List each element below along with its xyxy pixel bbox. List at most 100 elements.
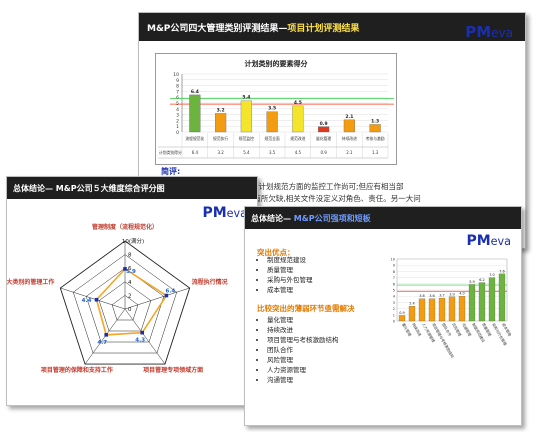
bar (408, 305, 416, 322)
bar (488, 277, 496, 322)
data-label: 3.5 (268, 106, 276, 112)
x-tick-label: 规范执行 (213, 136, 228, 141)
radar-spoke (124, 308, 166, 365)
comment-line: 作没有文档化,且在执行方面有所欠缺,相关文件没定义对角色、责任。另一大问 (161, 194, 421, 203)
bar (189, 94, 201, 133)
weakness-item: 项目管理与考核激励结构 (267, 335, 339, 345)
strength-item: 采购与外包管理 (267, 275, 313, 285)
y-tick-label: 7 (393, 276, 395, 280)
y-tick-label: 9 (393, 264, 395, 268)
y-tick-label: 0 (393, 320, 395, 324)
bar (428, 298, 436, 322)
bar (468, 284, 476, 322)
x-tick-label: 流程规范化 (185, 136, 204, 141)
comment-line: 计划方面的制度比较完整。对计划规范方面的监控工作尚可;但应有相当部 (161, 182, 404, 191)
strength-item: 制度规范建设 (267, 255, 313, 265)
bar (478, 282, 486, 322)
radar-spoke (60, 287, 126, 310)
y-tick-label: 9 (176, 78, 179, 84)
factor-score-bar-chart: 0123456789100.9量化管理2.4持续改进3.6人力资源管理3.6项目… (391, 258, 511, 360)
x-tick-label: 持续改进 (411, 322, 423, 337)
y-tick-label: 5 (393, 289, 395, 293)
x-tick-label: 规范改进 (290, 136, 305, 141)
y-tick-label: 4 (393, 295, 396, 299)
y-tick-label: 3 (393, 301, 395, 305)
data-label: 3.7 (439, 294, 445, 298)
slide-title: M&P公司四大管理类别评测结果—项目计划评测结果 (147, 24, 360, 34)
data-label: 0.9 (399, 311, 405, 315)
radar-grid-ring (85, 267, 165, 343)
bar (292, 105, 304, 133)
x-tick-label: 风险管理 (451, 322, 463, 337)
strength-item: 质量管理 (267, 265, 313, 275)
radar-point (123, 267, 127, 271)
weakness-item: 量化管理 (267, 315, 339, 325)
y-tick-label: 2 (176, 118, 179, 124)
radar-point (164, 293, 169, 298)
data-label: 3.6 (429, 294, 435, 298)
data-label: 2.1 (345, 114, 353, 120)
table-cell: 0.9 (320, 150, 327, 155)
data-label: 6.2 (479, 278, 485, 282)
pmeva-logo: PMeva (202, 205, 247, 221)
comment-label: 简评: (161, 167, 181, 176)
pmeva-logo: PMeva (465, 23, 513, 41)
y-tick-label: 8 (176, 84, 179, 90)
x-tick-label: 规范监控 (239, 136, 254, 141)
y-tick-label: 6 (393, 282, 395, 286)
weakness-item: 持续改进 (267, 325, 339, 335)
radar-tick-label: 6 (128, 266, 132, 272)
bar (369, 124, 381, 133)
five-dimension-radar-chart: 0 2 4 6 8 10(满分) 5.9 6.4 4.3 4.7 4.4 管理制度（流程规范化） 流程执… (7, 223, 228, 374)
table-cell: 5.4 (243, 150, 250, 155)
data-label: 2.4 (409, 302, 415, 306)
data-label: 3.2 (217, 107, 225, 113)
bar (318, 126, 330, 133)
strength-item: 成本管理 (267, 285, 313, 295)
bar (458, 296, 466, 322)
radar-value-label: 6.4 (166, 289, 176, 295)
table-cell: 3.2 (217, 150, 224, 155)
weakness-item: 风险管理 (267, 355, 339, 365)
data-label: 7.6 (499, 269, 505, 273)
radar-tick-label: 10(满分) (122, 237, 144, 245)
slide-radar-overall: 总体结论— M&P公司５大维度综合评分图 PMeva 0 2 4 6 8 10(满分) 5.… (6, 176, 258, 406)
slide-title-bar: 总体结论— M&P公司５大维度综合评分图 (7, 177, 257, 199)
slide-strengths-weaknesses: 总体结论— M&P公司强项和短板 PMeva 突出优点： 制度规范建设质量管理采… (244, 206, 522, 426)
radar-axis-label: 管理制度（流程规范化） (92, 223, 158, 231)
radar-axis-label: 项目管理专项领域方面 (143, 366, 203, 374)
slide-title: 总体结论— M&P公司５大维度综合评分图 (13, 184, 165, 193)
bar (448, 296, 456, 322)
x-tick-label: 成本管理 (501, 322, 511, 337)
data-label: 1.3 (371, 118, 379, 124)
y-tick-label: 2 (393, 307, 395, 311)
radar-grid-ring (59, 240, 191, 365)
x-tick-label: 持续改进 (342, 136, 357, 141)
slide-title-bar: 总体结论— M&P公司强项和短板 (245, 207, 521, 229)
weaknesses-list: 量化管理持续改进项目管理与考核激励结构团队合作风险管理人力资源管理沟通管理 (251, 315, 339, 385)
table-cell: 6.4 (192, 150, 199, 155)
x-tick-label: 规范全面 (265, 136, 280, 141)
data-label: 5.9 (469, 280, 475, 284)
slide-title-bar: M&P公司四大管理类别评测结果—项目计划评测结果 (139, 13, 525, 41)
weakness-item: 沟通管理 (267, 375, 339, 385)
y-tick-label: 0 (176, 130, 179, 136)
radar-point (94, 297, 99, 302)
radar-value-label: 4.3 (135, 338, 145, 344)
pmeva-logo: PMeva (466, 233, 511, 249)
bar (438, 297, 446, 322)
y-tick-label: 1 (393, 313, 395, 317)
y-tick-label: 3 (176, 113, 179, 119)
data-label: 7.0 (489, 273, 495, 277)
x-tick-label: 考核与激励 (366, 136, 385, 141)
plan-score-bar-chart: 计划类别的要素得分0123456789106.4流程规范化6.43.2规范执行3… (155, 53, 397, 165)
bar (418, 298, 426, 322)
radar-point (104, 333, 109, 337)
radar-grid-ring (72, 254, 178, 354)
y-tick-label: 1 (176, 124, 179, 130)
strengths-heading: 突出优点： (257, 248, 295, 257)
weakness-item: 团队合作 (267, 345, 339, 355)
radar-tick-label: 2 (128, 293, 132, 299)
slide-title: 总体结论— M&P公司强项和短板 (251, 214, 371, 223)
radar-series (95, 267, 168, 336)
